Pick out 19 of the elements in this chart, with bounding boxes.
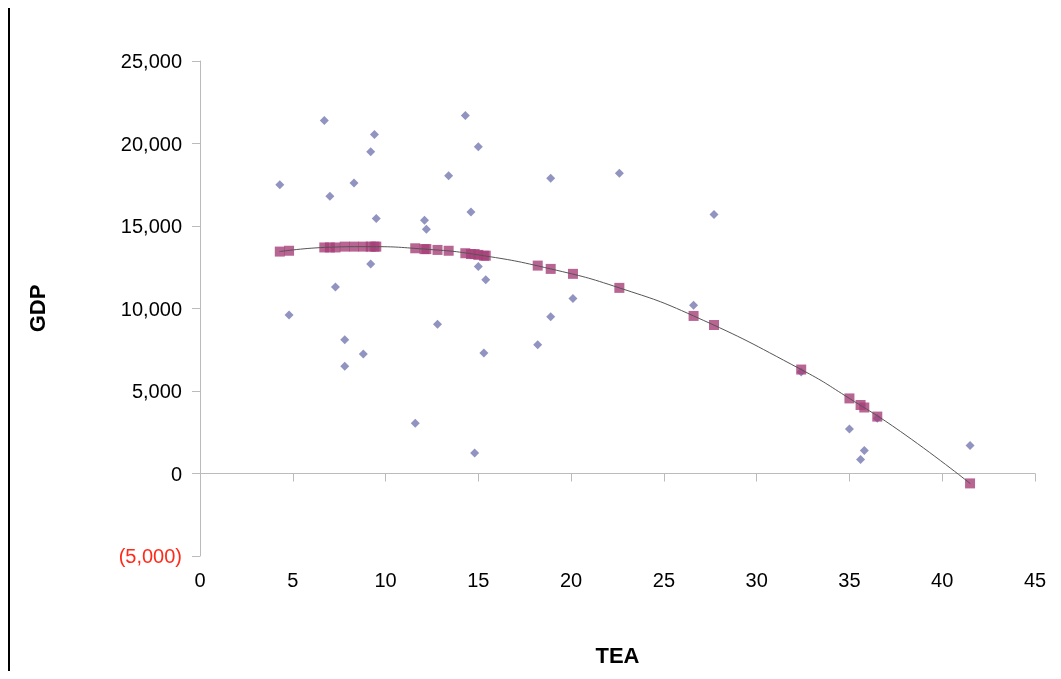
y-tick-label: 25,000 xyxy=(120,50,182,72)
x-tick-label: 20 xyxy=(559,569,583,591)
x-axis-title: TEA xyxy=(595,642,640,668)
x-tick-label: 25 xyxy=(652,569,676,591)
y-axis-title: GDP xyxy=(24,284,50,333)
x-tick-label: 15 xyxy=(467,569,490,591)
y-tick-label: 15,000 xyxy=(120,215,182,237)
y-tick-label: 20,000 xyxy=(120,132,182,155)
x-tick-label: 30 xyxy=(745,569,768,591)
y-tick-label: 10,000 xyxy=(120,297,182,320)
x-tick-label: 40 xyxy=(931,569,954,591)
x-tick-label: 35 xyxy=(838,569,861,591)
x-tick-label: 10 xyxy=(374,569,397,591)
x-tick-label: 5 xyxy=(287,569,299,591)
y-tick-label: (5,000) xyxy=(118,545,182,567)
y-tick-label: 0 xyxy=(170,462,182,485)
x-tick-label: 0 xyxy=(194,569,206,591)
y-tick-label: 5,000 xyxy=(131,380,182,402)
x-tick-label: 45 xyxy=(1023,569,1047,591)
